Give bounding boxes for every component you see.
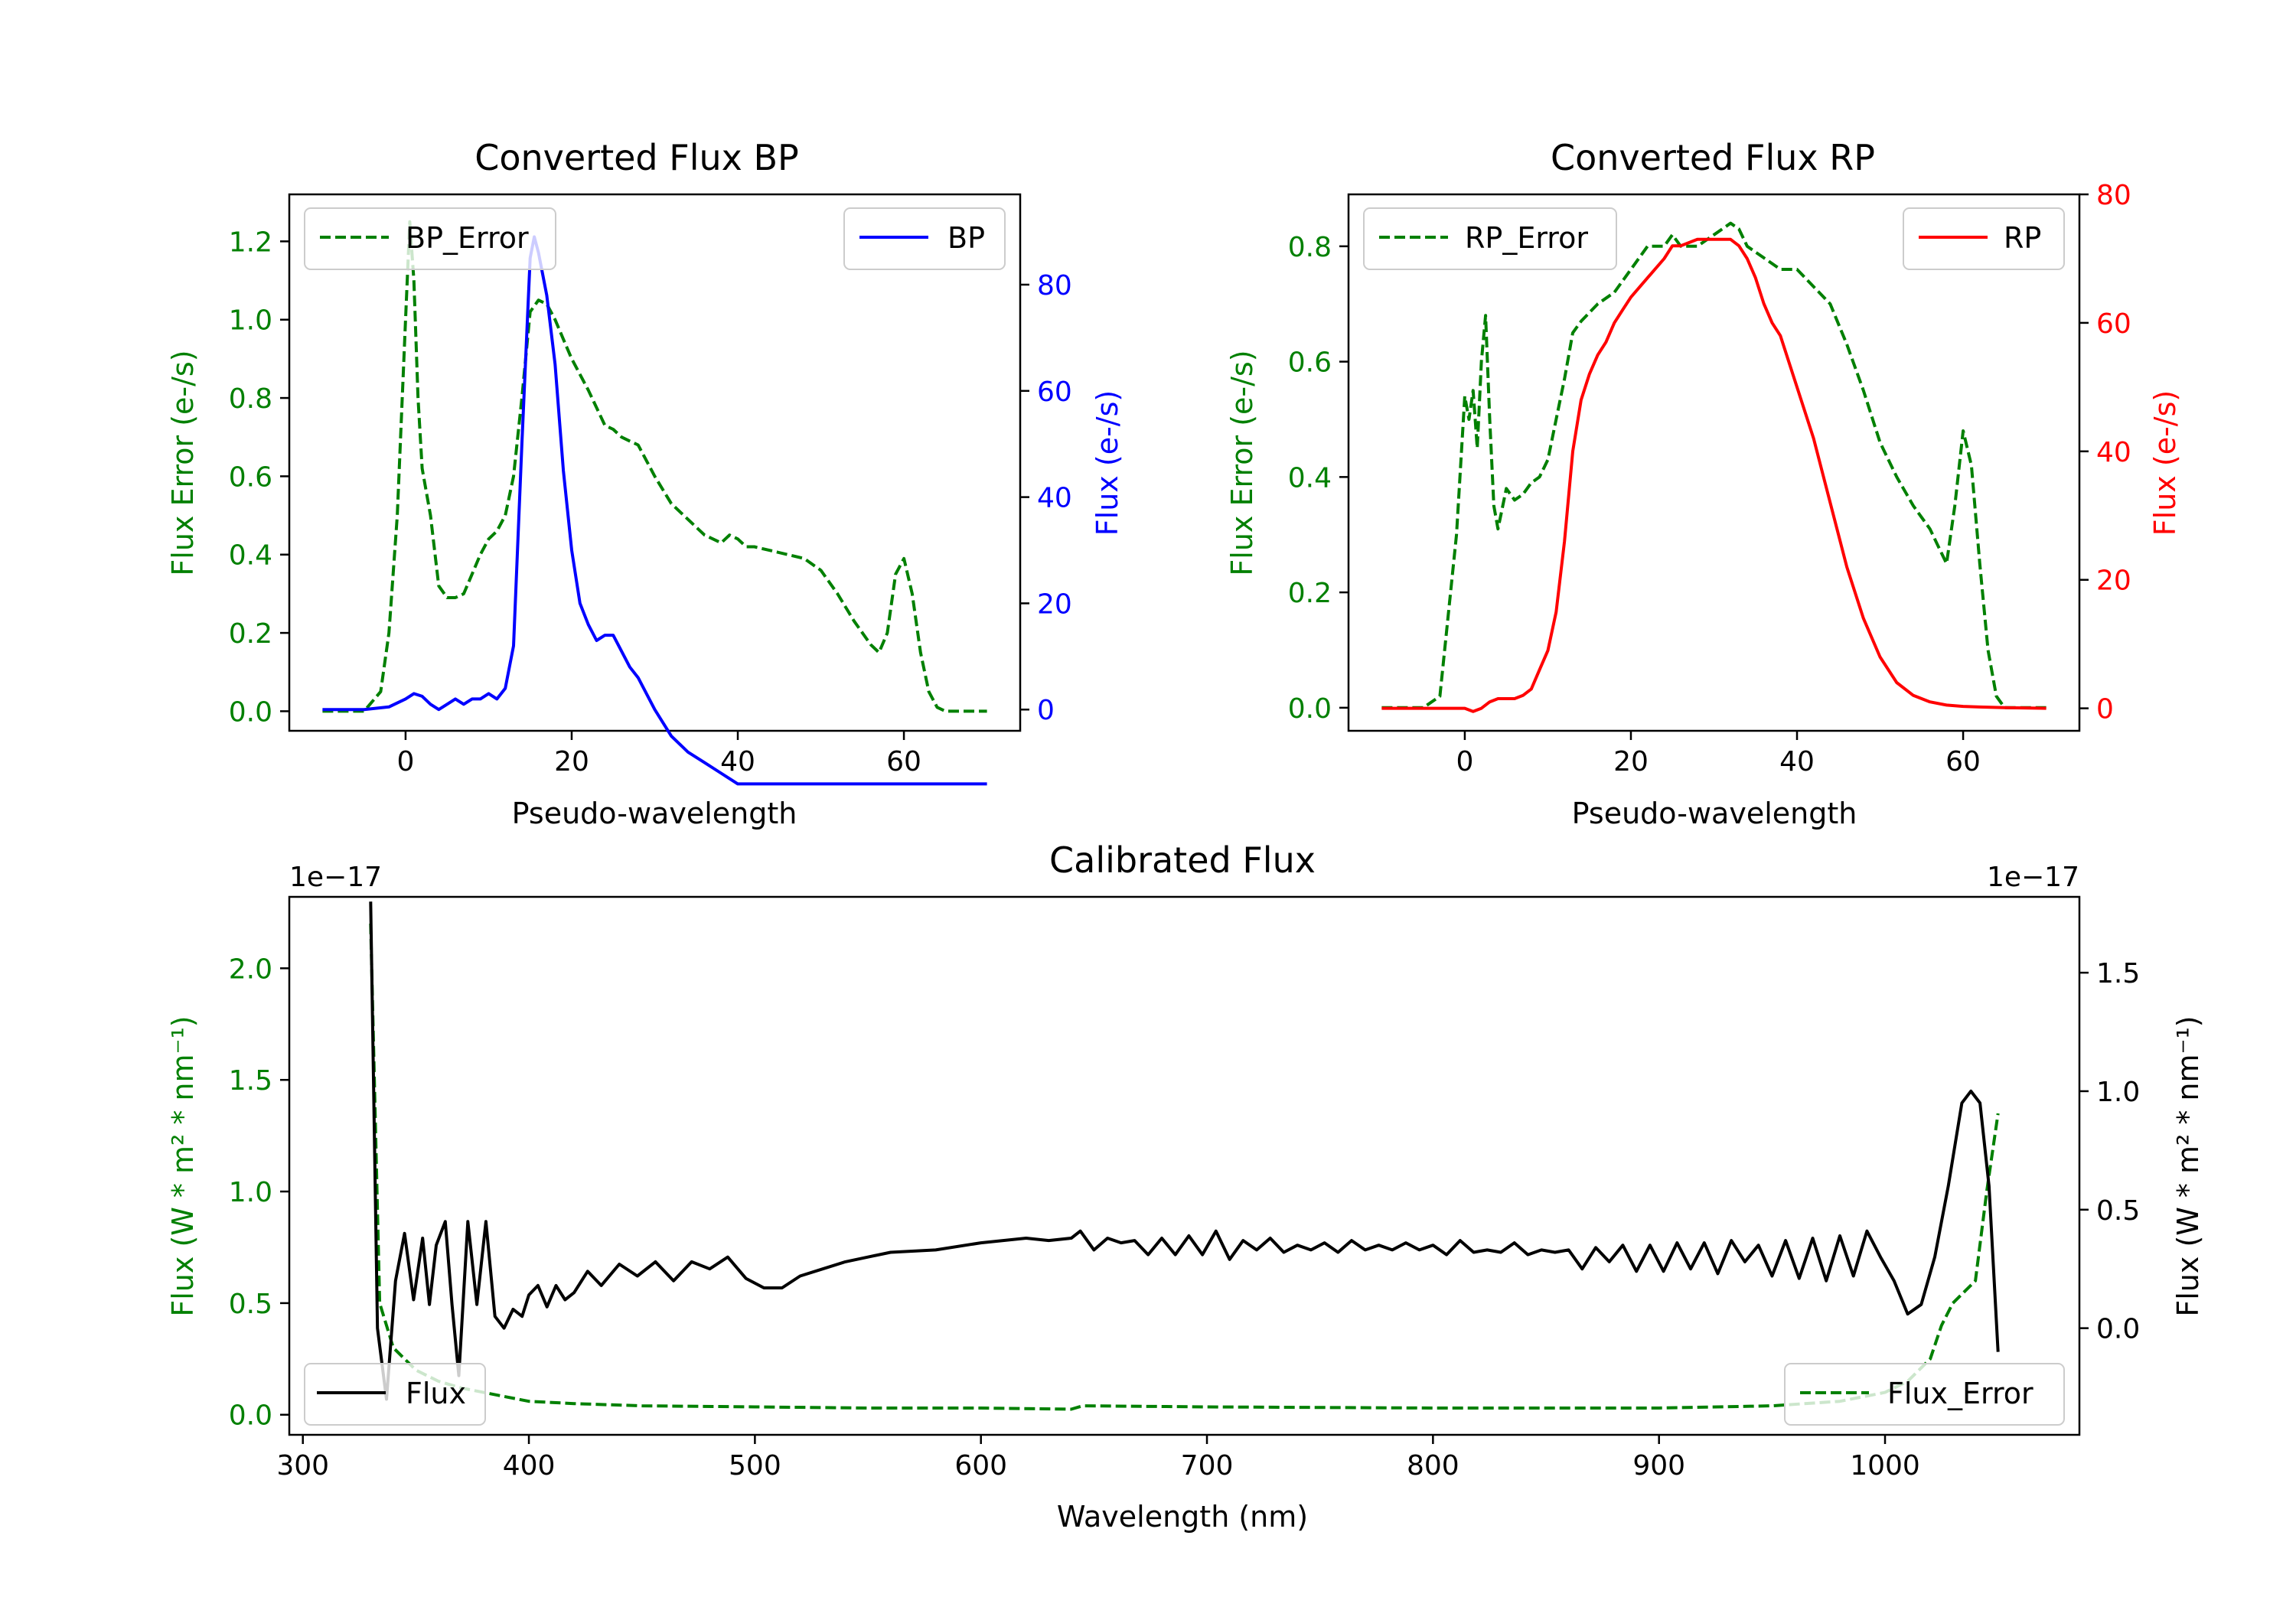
chart-calibrated-flux: Calibrated Flux 300 400 500 600 700 800 900 100… <box>166 839 2205 1534</box>
legend-label-flux-error: Flux_Error <box>1887 1377 2033 1410</box>
series-line-rp <box>1381 237 2047 713</box>
right-y-tick-label: 60 <box>2096 308 2131 340</box>
right-y-tick-label: 80 <box>1037 270 1072 302</box>
legend-right-calibrated: Flux_Error <box>1784 1363 2065 1426</box>
left-y-tick-label: 0.8 <box>229 383 272 415</box>
left-y-tick-label: 0.6 <box>229 461 272 493</box>
chart-title-rp: Converted Flux RP <box>1551 137 1875 178</box>
x-axis-label-rp: Pseudo-wavelength <box>1572 797 1857 830</box>
x-tick-label: 60 <box>886 746 921 777</box>
left-y-tick-label: 0.0 <box>229 1400 272 1432</box>
right-axis-ticks-calibrated: 0.0 0.5 1.0 1.5 <box>2079 958 2140 1345</box>
right-y-tick-label: 0 <box>1037 695 1055 726</box>
x-tick-label: 500 <box>729 1450 781 1482</box>
x-axis-label-calibrated: Wavelength (nm) <box>1057 1500 1308 1534</box>
left-y-tick-label: 1.2 <box>229 227 272 258</box>
right-axis-label-rp: Flux (e-/s) <box>2148 390 2182 536</box>
x-tick-label: 800 <box>1407 1450 1459 1482</box>
left-y-tick-label: 0.2 <box>1288 578 1332 609</box>
x-tick-label: 20 <box>1613 746 1649 777</box>
right-axis-ticks-bp: 0 20 40 60 80 <box>1020 270 1072 726</box>
x-axis-ticks-rp: 0 20 40 60 <box>1456 731 1981 777</box>
x-tick-label: 0 <box>1456 746 1473 777</box>
right-y-tick-label: 1.5 <box>2096 958 2140 989</box>
plot-frame-rp <box>1347 193 2081 732</box>
left-axis-label-rp: Flux Error (e-/s) <box>1225 350 1259 575</box>
right-y-tick-label: 1.0 <box>2096 1077 2140 1108</box>
left-y-tick-label: 0.6 <box>1288 347 1332 379</box>
x-axis-label-bp: Pseudo-wavelength <box>512 797 797 830</box>
legend-right-bp: BP <box>843 207 1006 270</box>
left-axis-ticks-bp: 0.0 0.2 0.4 0.6 0.8 1.0 1.2 <box>229 227 289 728</box>
x-tick-label: 60 <box>1945 746 1981 777</box>
legend-right-rp: RP <box>1903 207 2065 270</box>
left-axis-ticks-calibrated: 0.0 0.5 1.0 1.5 2.0 <box>229 953 289 1432</box>
left-y-tick-label: 0.0 <box>229 696 272 728</box>
left-y-tick-label: 0.0 <box>1288 693 1332 725</box>
right-axis-label-calibrated: Flux (W * m² * nm⁻¹) <box>2171 1015 2205 1316</box>
chart-title-calibrated: Calibrated Flux <box>1049 839 1316 881</box>
legend-left-calibrated: Flux <box>304 1363 486 1426</box>
plot-frame-calibrated <box>288 895 2081 1436</box>
left-y-tick-label: 0.4 <box>1288 462 1332 494</box>
right-y-tick-label: 20 <box>2096 566 2131 597</box>
left-y-tick-label: 1.0 <box>229 1177 272 1208</box>
series-line-bp-error <box>322 220 987 713</box>
left-axis-ticks-rp: 0.0 0.2 0.4 0.6 0.8 <box>1288 232 1349 725</box>
x-tick-label: 300 <box>276 1450 329 1482</box>
x-tick-label: 900 <box>1632 1450 1685 1482</box>
x-tick-label: 400 <box>503 1450 556 1482</box>
plot-lines-rp <box>1381 221 2047 713</box>
plot-lines-bp <box>322 220 987 786</box>
legend-label-rp-error: RP_Error <box>1465 221 1588 255</box>
right-y-tick-label: 0.0 <box>2096 1314 2140 1345</box>
plot-frame-bp <box>288 193 1022 732</box>
left-y-tick-label: 0.5 <box>229 1289 272 1320</box>
x-tick-label: 40 <box>720 746 755 777</box>
legend-label-bp-error: BP_Error <box>406 221 529 255</box>
left-y-tick-label: 0.2 <box>229 618 272 650</box>
series-line-flux-error <box>369 923 2000 1411</box>
left-y-tick-label: 2.0 <box>229 953 272 985</box>
legend-left-rp: RP_Error <box>1363 207 1617 270</box>
legend-label-bp: BP <box>947 221 985 255</box>
right-y-tick-label: 0 <box>2096 694 2114 725</box>
right-y-tick-label: 20 <box>1037 588 1072 620</box>
right-y-tick-label: 0.5 <box>2096 1195 2140 1227</box>
left-axis-label-bp: Flux Error (e-/s) <box>166 350 200 575</box>
chart-converted-flux-bp: Converted Flux BP 0 20 40 60 0.00.20.40.60.… <box>166 137 1124 830</box>
x-tick-label: 0 <box>396 746 414 777</box>
x-tick-label: 700 <box>1181 1450 1234 1482</box>
x-tick-label: 40 <box>1779 746 1815 777</box>
series-line-flux <box>369 901 2000 1401</box>
left-axis-label-calibrated: Flux (W * m² * nm⁻¹) <box>166 1015 200 1316</box>
right-axis-ticks-rp: 0 20 40 60 80 <box>2079 180 2131 725</box>
chart-converted-flux-rp: Converted Flux RP 0 20 40 60 0.00.20.40.60.… <box>1225 137 2182 830</box>
legend-left-bp: BP_Error <box>304 207 556 270</box>
legend-label-rp: RP <box>2004 221 2041 255</box>
series-line-bp <box>322 235 987 786</box>
x-tick-label: 20 <box>554 746 589 777</box>
series-line-rp-error <box>1381 221 2047 709</box>
right-y-tick-label: 60 <box>1037 376 1072 408</box>
left-y-tick-label: 1.0 <box>229 305 272 337</box>
chart-title-bp: Converted Flux BP <box>475 137 799 178</box>
right-y-tick-label: 40 <box>2096 437 2131 468</box>
right-y-tick-label: 40 <box>1037 483 1072 514</box>
x-axis-ticks-calibrated: 300 400 500 600 700 800 900 1000 <box>276 1435 1920 1482</box>
right-axis-label-bp: Flux (e-/s) <box>1091 390 1124 536</box>
legend-label-flux: Flux <box>406 1377 466 1410</box>
x-axis-ticks-bp: 0 20 40 60 <box>396 731 921 777</box>
left-y-tick-label: 0.4 <box>229 540 272 572</box>
x-tick-label: 600 <box>954 1450 1007 1482</box>
offset-label-right: 1e−17 <box>1987 862 2079 893</box>
right-y-tick-label: 80 <box>2096 180 2131 211</box>
x-tick-label: 1000 <box>1850 1450 1920 1482</box>
plot-lines-calibrated <box>369 901 2000 1411</box>
offset-label-left: 1e−17 <box>289 862 382 893</box>
left-y-tick-label: 0.8 <box>1288 232 1332 263</box>
left-y-tick-label: 1.5 <box>229 1065 272 1097</box>
